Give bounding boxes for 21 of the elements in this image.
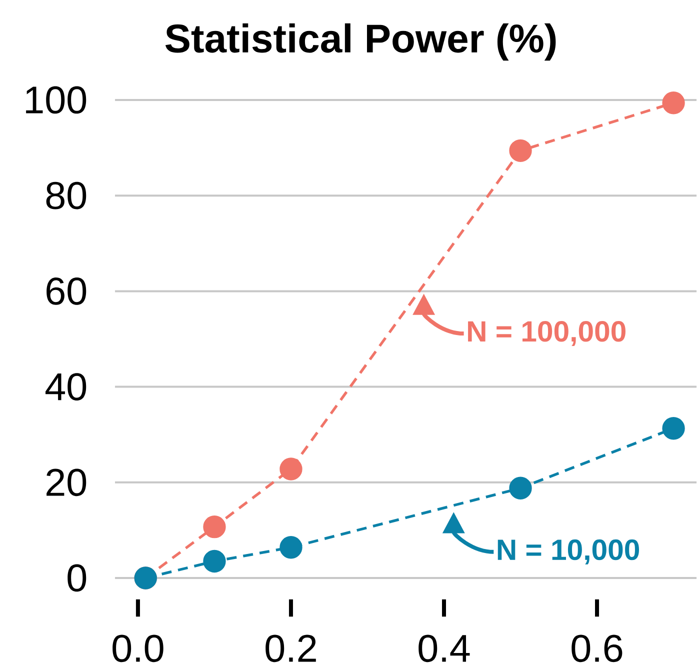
point	[662, 417, 685, 440]
point	[280, 536, 302, 559]
legend-label: N = 10,000	[498, 539, 640, 564]
chart-title: Statistical Power (%)	[165, 23, 556, 61]
legend-label: N = 100,000	[468, 321, 626, 346]
y-tick-label: 20	[46, 468, 86, 496]
x-tick-label: 0.4	[418, 634, 470, 662]
point	[509, 476, 532, 500]
y-tick-label: 100	[26, 86, 86, 114]
point	[662, 92, 685, 114]
y-tick-label: 80	[46, 182, 86, 210]
point	[509, 139, 532, 162]
point	[203, 550, 226, 573]
x-tick-label: 0.0	[112, 634, 164, 662]
point	[280, 458, 302, 480]
x-tick-label: 0.6	[572, 634, 622, 662]
x-tick-label: 0.2	[266, 634, 316, 662]
point	[203, 516, 226, 538]
y-tick-label: 40	[45, 373, 86, 400]
y-tick-label: 0	[68, 564, 86, 592]
y-tick-label: 60	[46, 278, 86, 305]
